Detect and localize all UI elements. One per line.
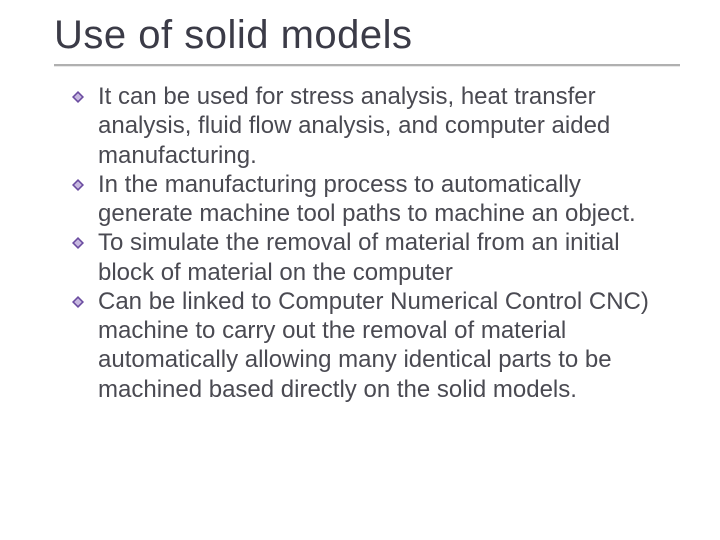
slide-title: Use of solid models [54,14,680,62]
bullet-text: In the manufacturing process to automati… [98,171,636,227]
bullet-list: It can be used for stress analysis, heat… [72,82,670,404]
title-underline [54,64,680,66]
list-item: In the manufacturing process to automati… [72,170,670,229]
diamond-bullet-icon [72,91,84,103]
diamond-bullet-icon [72,296,84,308]
bullet-text: It can be used for stress analysis, heat… [98,83,610,169]
list-item: To simulate the removal of material from… [72,228,670,287]
diamond-bullet-icon [72,237,84,249]
diamond-bullet-icon [72,179,84,191]
list-item: It can be used for stress analysis, heat… [72,82,670,170]
bullet-text: To simulate the removal of material from… [98,229,620,285]
list-item: Can be linked to Computer Numerical Cont… [72,287,670,404]
slide: Use of solid models It can be used for s… [0,0,720,540]
body-block: It can be used for stress analysis, heat… [72,82,670,404]
title-block: Use of solid models [54,14,680,66]
bullet-text: Can be linked to Computer Numerical Cont… [98,288,649,403]
